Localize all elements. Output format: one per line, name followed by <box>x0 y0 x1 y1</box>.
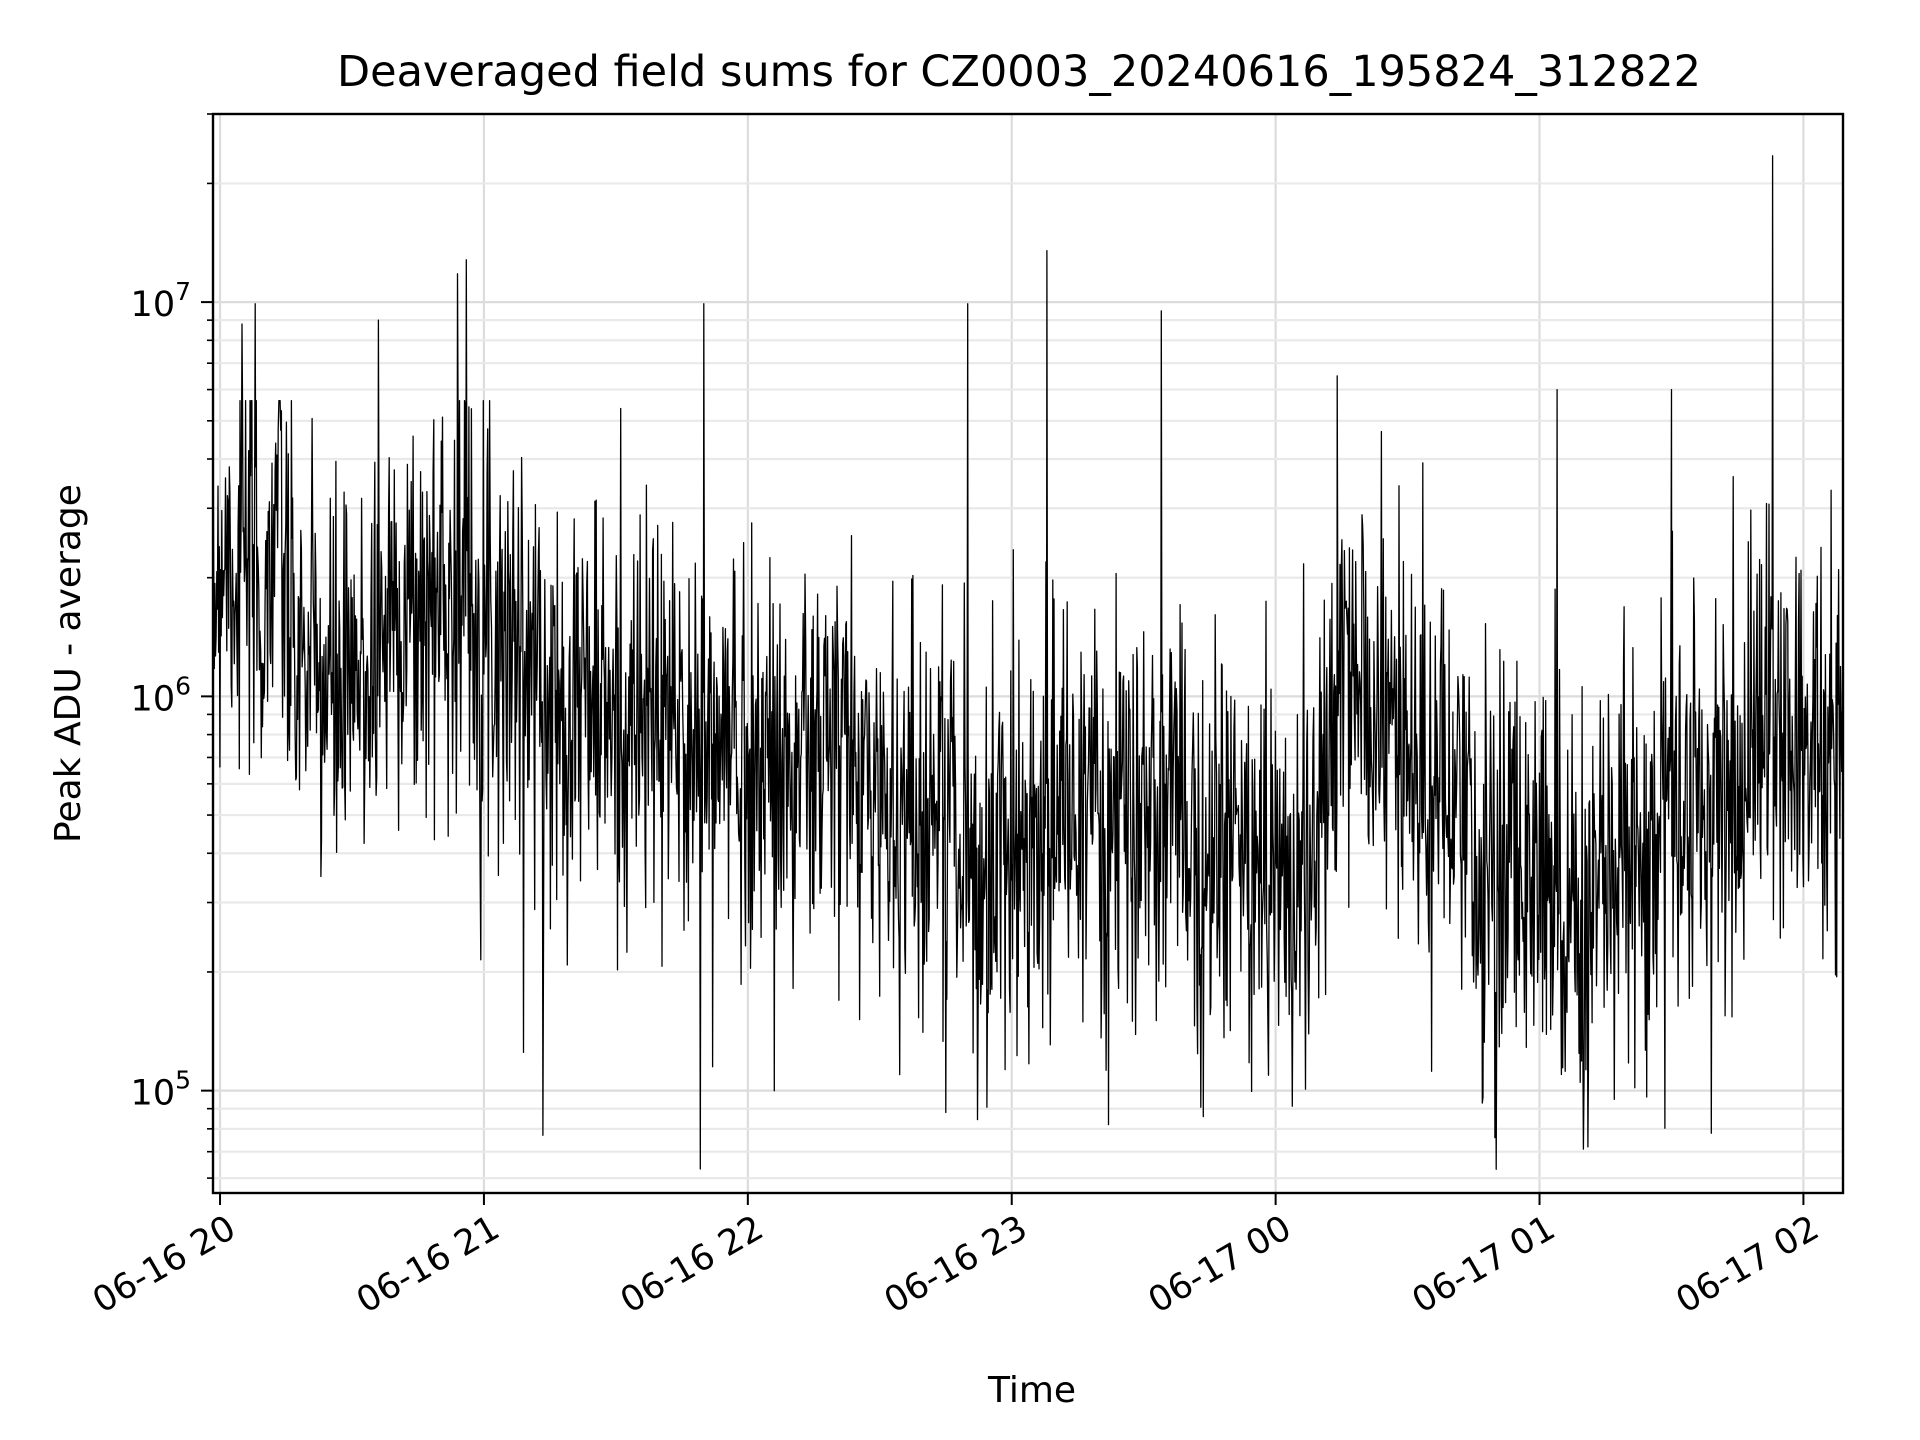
chart-title: Deaveraged field sums for CZ0003_2024061… <box>337 47 1701 97</box>
y-tick-label: 105 <box>131 1066 191 1114</box>
y-tick-label: 106 <box>131 671 191 719</box>
grid <box>213 112 1843 1193</box>
y-tick-label: 107 <box>131 277 191 325</box>
x-axis-label: Time <box>987 1370 1076 1411</box>
plot-frame <box>211 112 1845 1195</box>
series-line <box>212 155 1844 1170</box>
y-axis-label: Peak ADU - average <box>48 484 89 843</box>
series-layer <box>212 155 1844 1170</box>
